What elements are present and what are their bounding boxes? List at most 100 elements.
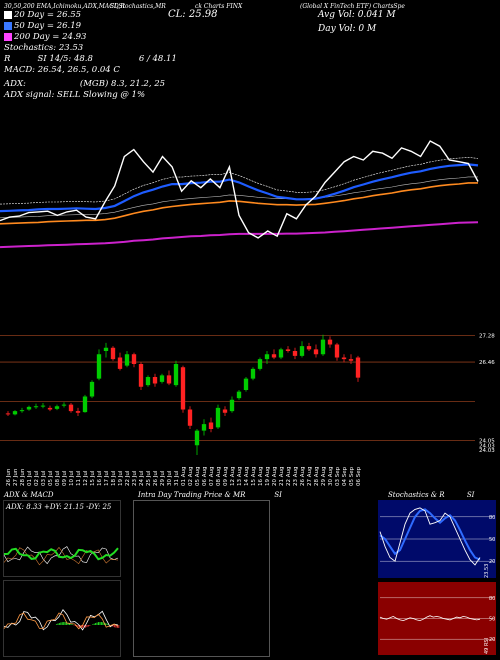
date-label-41: 23 Aug [293,467,299,487]
legend-swatch-ema200 [4,33,12,41]
date-label-34: 14 Aug [244,467,250,487]
legend-ema50: 50 Day = 26.19 [4,21,177,31]
candle-body-46 [327,339,333,345]
rsi-axis-label-0: 80 [489,596,495,602]
header-symbol: ck Charts FINX [195,3,243,10]
stochastics-readout: Stochastics: 23.53 [4,43,84,53]
price-axis-label-2: 24.05 [479,438,495,444]
date-label-32: 12 Aug [230,467,236,487]
date-label-46: 30 Aug [328,467,334,487]
close-price-label: CL: 25.98 [168,9,218,20]
stoch-readout: 23.53 [484,564,490,578]
legend-text-ema50: 50 Day = 26.19 [14,21,82,31]
candle-body-44 [313,349,319,355]
legend-text-ema20: 20 Day = 26.55 [14,10,82,20]
candle-body-20 [145,377,151,386]
legend-ema20: 20 Day = 26.55 [4,10,177,20]
rsi-readout-value: SI 14/5: 48.8 [37,54,93,64]
candle-body-45 [320,339,326,355]
candle-body-22 [159,375,165,382]
candle-body-26 [187,409,193,426]
intraday-title: Intra Day Trading Price & MR SI [138,491,282,499]
adx-minus-di-line [3,546,119,566]
date-label-47: 03 Sep [335,466,341,486]
candle-body-12 [89,381,95,397]
candle-body-35 [250,368,256,379]
date-label-33: 13 Aug [237,467,243,487]
date-label-28: 06 Aug [202,467,208,487]
candle-body-10 [75,411,81,413]
stoch-axis-label-1: 50 [489,537,495,543]
candle-body-24 [173,364,179,386]
intraday-title-text: Intra Day Trading Price & MR [138,491,246,499]
date-label-40: 22 Aug [286,467,292,487]
date-label-13: 16 Jul [97,470,103,486]
header-indicators: 30,50,200 EMA,Ichimoku,ADX,MACD,R [4,3,125,10]
date-label-5: 03 Jul [41,470,47,486]
candle-body-43 [306,346,312,350]
candle-body-16 [117,357,123,369]
header-fund-name: (Global X FinTech ETF) ChartsSpe [300,3,405,10]
candle-body-2 [19,410,25,412]
date-label-7: 08 Jul [55,470,61,486]
candle-body-1 [12,411,18,415]
candle-body-31 [222,409,228,413]
candle-body-0 [5,413,11,415]
date-label-15: 18 Jul [111,470,117,486]
adx-readout: ADX: (MGB) 8.3, 21.2, 25 [4,79,166,89]
intraday-title-si: SI [274,491,282,499]
date-label-6: 05 Jul [48,470,54,486]
ema50-line [0,163,479,213]
date-label-26: 02 Aug [188,467,194,487]
stochastics-title-text: Stochastics & R [388,491,445,499]
date-label-27: 05 Aug [195,467,201,487]
rsi-readout-extra: 6 / 48.11 [138,54,177,64]
legend-text-ema200: 200 Day = 24.93 [14,32,87,42]
date-label-39: 21 Aug [279,467,285,487]
price-axis-label-3: 24.03 [479,443,495,449]
candle-body-5 [40,405,46,407]
date-label-23: 30 Jul [167,470,173,486]
date-label-16: 19 Jul [118,470,124,486]
macd-panel [3,580,121,657]
date-label-0: 26 Jun [6,468,12,486]
macd-readout: MACD: 26.54, 26.5, 0.04 C [4,65,120,75]
adx-signal: ADX signal: SELL Slowing @ 1% [4,90,146,100]
rsi-axis-label-1: 50 [489,617,495,623]
date-label-9: 10 Jul [69,470,75,486]
candle-body-7 [54,406,60,409]
date-label-1: 27 Jun [13,468,19,486]
date-label-8: 09 Jul [62,470,68,486]
date-label-2: 28 Jun [20,468,26,486]
rsi-line [379,615,481,622]
adx-plus-di-line [3,546,119,565]
candle-body-23 [166,375,172,384]
date-label-4: 02 Jul [34,470,40,486]
adx-macd-title: ADX & MACD [4,491,54,499]
close-price-line [0,140,479,239]
price-axis-label-4: 24.03 [479,448,495,454]
date-label-14: 17 Jul [104,470,110,486]
avg-volume-label: Avg Vol: 0.041 M [318,10,396,20]
macd-line [3,608,119,631]
date-label-17: 22 Jul [125,470,131,486]
stochastics-title: Stochastics & R SI [388,491,474,499]
stoch-d-line [379,508,481,561]
candle-body-32 [229,399,235,412]
macd-signal-line [3,612,119,630]
candle-body-13 [96,354,102,379]
date-label-3: 01 Jul [27,470,33,486]
candle-body-33 [236,391,242,399]
candle-body-34 [243,378,249,390]
rsi-readout-prefix: R [4,54,11,64]
candle-body-11 [82,396,88,413]
candle-body-40 [285,349,291,351]
stoch-k-line [379,507,481,566]
date-label-38: 20 Aug [272,467,278,487]
header-indicators-2: SI,Stochastics,MR [110,3,166,10]
date-label-35: 15 Aug [251,467,257,487]
candle-body-9 [68,404,74,412]
candle-body-8 [61,404,67,406]
date-label-50: 06 Sep [356,466,362,486]
